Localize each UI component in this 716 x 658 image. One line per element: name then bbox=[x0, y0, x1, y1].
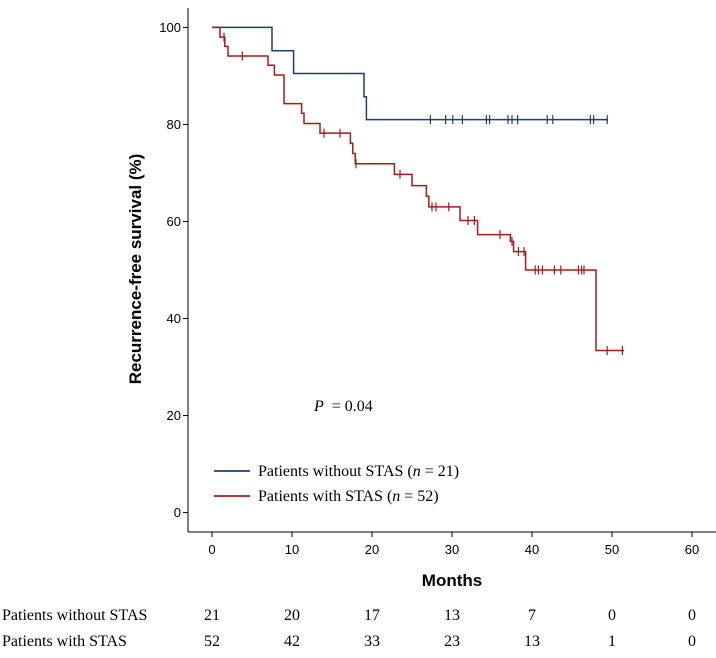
survival-curve-with-stas bbox=[212, 26, 624, 352]
x-tick-label-0: 0 bbox=[208, 542, 215, 557]
risk-table: Patients without STAS 21 20 17 13 7 0 0 Patients… bbox=[2, 607, 696, 650]
x-tick-label-30: 30 bbox=[445, 542, 459, 557]
risk-count-1-2: 33 bbox=[364, 633, 380, 650]
y-tick-label-80: 80 bbox=[167, 117, 181, 132]
curves-layer bbox=[212, 26, 624, 356]
risk-count-0-1: 20 bbox=[284, 607, 300, 624]
risk-count-0-2: 17 bbox=[364, 607, 380, 624]
risk-count-1-1: 42 bbox=[284, 633, 300, 650]
labels-layer: Recurrence-free survival (%) Months P = … bbox=[126, 154, 482, 590]
risk-row-label-0: Patients without STAS bbox=[2, 607, 147, 624]
x-tick-label-10: 10 bbox=[285, 542, 299, 557]
y-tick-label-0: 0 bbox=[174, 505, 181, 520]
x-axis-title: Months bbox=[422, 571, 482, 590]
survival-curve-without-stas bbox=[212, 26, 608, 121]
legend-label-without-stas: Patients without STAS (n = 21) bbox=[258, 463, 459, 480]
y-tick-label-20: 20 bbox=[167, 408, 181, 423]
legend-label-with-stas: Patients with STAS (n = 52) bbox=[258, 488, 439, 505]
y-axis-title: Recurrence-free survival (%) bbox=[126, 154, 145, 385]
risk-row-label-1: Patients with STAS bbox=[2, 633, 127, 650]
y-tick-label-40: 40 bbox=[167, 311, 181, 326]
risk-count-0-0: 21 bbox=[204, 607, 220, 624]
risk-count-0-3: 13 bbox=[444, 607, 460, 624]
x-tick-label-20: 20 bbox=[365, 542, 379, 557]
risk-count-1-3: 23 bbox=[444, 633, 460, 650]
risk-count-1-6: 0 bbox=[688, 633, 696, 650]
x-tick-label-60: 60 bbox=[685, 542, 699, 557]
axes-layer: 0 20 40 60 80 100 0 10 20 30 40 50 60 bbox=[159, 8, 716, 557]
risk-count-0-5: 0 bbox=[608, 607, 616, 624]
risk-count-0-4: 7 bbox=[528, 607, 536, 624]
y-tick-label-100: 100 bbox=[159, 20, 181, 35]
p-value-label: P bbox=[313, 398, 324, 415]
p-value-annotation: P = 0.04 bbox=[313, 398, 373, 415]
x-tick-label-40: 40 bbox=[525, 542, 539, 557]
x-tick-label-50: 50 bbox=[605, 542, 619, 557]
risk-count-1-4: 13 bbox=[524, 633, 540, 650]
risk-count-1-0: 52 bbox=[204, 633, 220, 650]
risk-count-0-6: 0 bbox=[688, 607, 696, 624]
risk-count-1-5: 1 bbox=[608, 633, 616, 650]
p-value-number: = 0.04 bbox=[332, 398, 373, 415]
y-tick-label-60: 60 bbox=[167, 214, 181, 229]
legend: Patients without STAS (n = 21) Patients … bbox=[214, 463, 459, 505]
